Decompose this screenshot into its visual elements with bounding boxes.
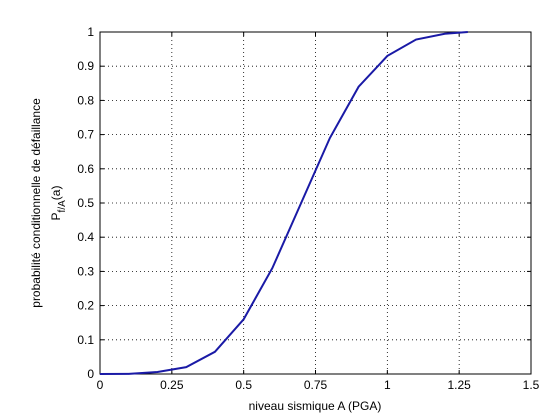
y-tick-label: 0.8 [77,93,94,107]
y-axis-label-2: Pf/A(a) [49,186,68,221]
y-tick-label: 0.1 [77,333,94,347]
x-tick-label: 0.5 [235,378,252,392]
subscript: f/A [57,200,68,213]
x-tick-label: 0 [97,378,104,392]
y-tick-label: 0.9 [77,59,94,73]
y-tick-label: 0.7 [77,128,94,142]
y-tick-label: 0.2 [77,299,94,313]
plot-frame [99,31,532,375]
y-tick-label: 0.6 [77,162,94,176]
x-tick-label: 1.5 [523,378,540,392]
y-tick-label: 0.5 [77,196,94,210]
x-tick-label: 0.25 [160,378,184,392]
x-tick-label: 1.25 [447,378,471,392]
y-tick-label: 0 [87,367,94,381]
data-line [99,31,468,375]
x-tick-label: 1 [384,378,391,392]
y-axis-label: probabilité conditionnelle de défaillanc… [29,98,43,308]
y-tick-label: 0.3 [77,264,94,278]
x-tick-label: 0.75 [304,378,328,392]
symbol: P [49,212,63,220]
suffix: (a) [49,186,63,201]
y-tick-label: 0.4 [77,230,94,244]
x-axis-label: niveau sismique A (PGA) [249,399,382,413]
y-tick-label: 1 [87,25,94,39]
